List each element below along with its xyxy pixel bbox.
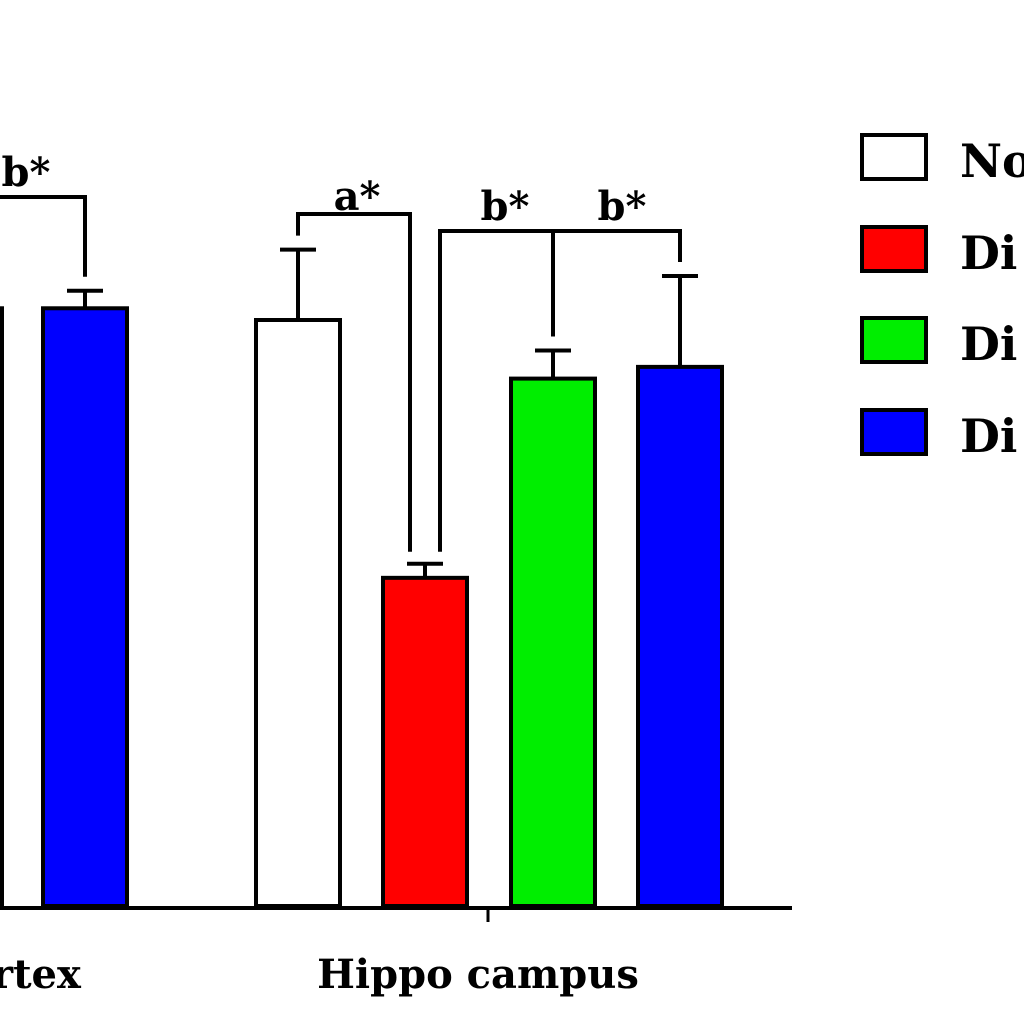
bar-1-1 [381,575,469,909]
annotation-a-star: a* [334,173,381,220]
x-tick-label-hippocampus: Hippo campus [317,951,639,998]
legend-swatch-green [860,316,928,364]
significance-brackets [0,195,682,552]
bar-1-3 [636,364,724,908]
x-tick-label-cortex: rtex [0,951,82,998]
legend-swatch-red [860,225,928,273]
annotation-b-star-cortex: b* [2,149,51,196]
legend-label-red: Di [960,226,1017,280]
annotation-b-star-1: b* [481,183,530,230]
legend-swatch-normal [860,133,928,181]
legend: No Di Di Di [860,133,1024,463]
annotation-b-star-2: b* [598,183,647,230]
bar-0-3 [41,306,129,908]
bracket-b [438,229,682,552]
bar-partial-left [0,306,4,908]
legend-label-blue: Di [960,409,1017,463]
bracket-cortex [0,195,87,277]
legend-label-green: Di [960,317,1017,371]
legend-swatch-blue [860,408,928,456]
legend-label-normal: No [960,134,1024,188]
bar-1-0 [254,318,342,908]
bracket-a [296,212,412,552]
bar-1-2 [509,376,597,909]
bars-layer [0,247,724,909]
